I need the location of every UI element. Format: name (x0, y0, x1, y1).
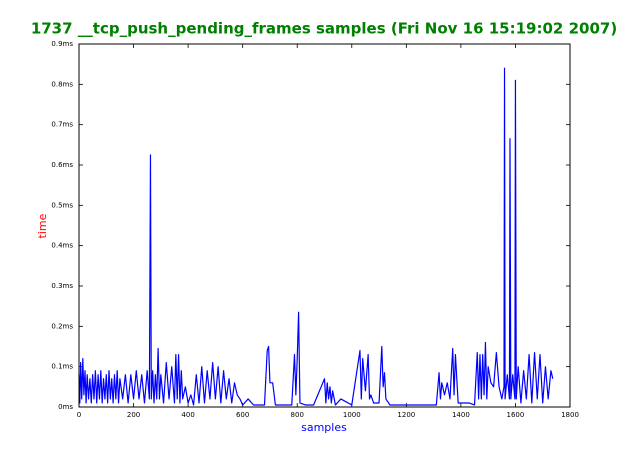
y-tick-label: 0.2ms (51, 322, 73, 330)
y-tick-label: 0ms (58, 403, 73, 411)
x-axis-label: samples (301, 421, 347, 434)
x-tick-label: 1000 (343, 411, 361, 419)
y-tick-label: 0.6ms (51, 161, 73, 169)
y-tick-label: 0.5ms (51, 201, 73, 209)
x-tick-label: 800 (291, 411, 304, 419)
x-tick-label: 0 (77, 411, 81, 419)
y-tick-label: 0.9ms (51, 40, 73, 48)
chart-title: 1737 __tcp_push_pending_frames samples (… (31, 20, 617, 38)
y-tick-label: 0.8ms (51, 80, 73, 88)
y-axis-label: time (36, 213, 49, 238)
x-tick-label: 600 (236, 411, 249, 419)
x-tick-label: 1400 (452, 411, 470, 419)
x-tick-label: 200 (127, 411, 140, 419)
data-line (78, 67, 554, 406)
x-tick-label: 1600 (507, 411, 525, 419)
y-tick-label: 0.7ms (51, 121, 73, 129)
x-tick-label: 400 (181, 411, 194, 419)
y-tick-label: 0.1ms (51, 363, 73, 371)
y-tick-label: 0.3ms (51, 282, 73, 290)
x-tick-label: 1800 (561, 411, 579, 419)
x-tick-label: 1200 (397, 411, 415, 419)
plot-frame (78, 43, 571, 408)
y-tick-label: 0.4ms (51, 242, 73, 250)
